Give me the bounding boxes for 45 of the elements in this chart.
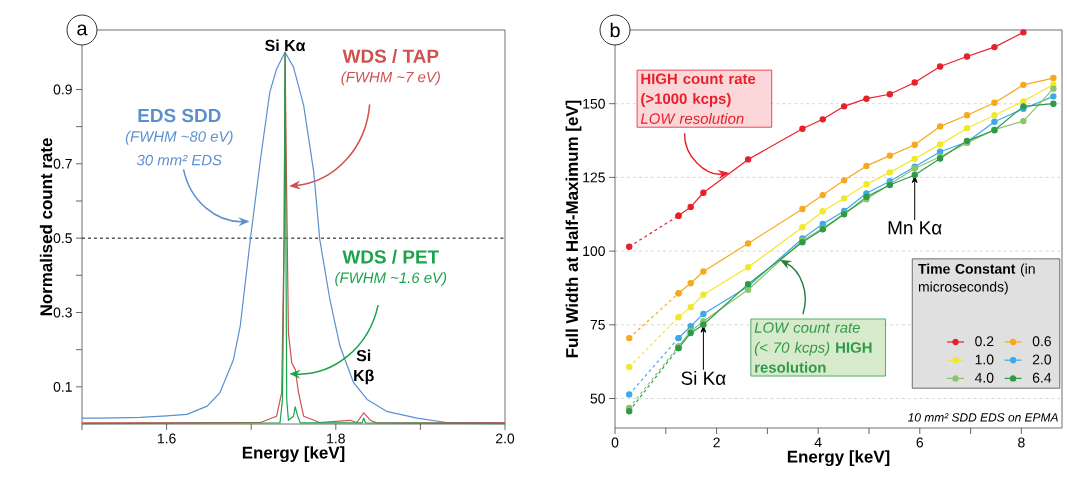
- x-tick-label: 6: [916, 437, 924, 448]
- x-tick-label: 4: [814, 437, 822, 448]
- annotation: (FWHM ~80 eV): [125, 130, 233, 145]
- y-tick-label: 100: [583, 246, 605, 257]
- y-axis-title: Full Width at Half-Maximum [eV]: [565, 100, 582, 358]
- legend-title: Time Constant (in microseconds): [918, 263, 1035, 295]
- legend-label: 0.6: [1032, 336, 1051, 347]
- y-tick-label: 150: [583, 98, 605, 109]
- legend-label: 4.0: [974, 372, 994, 383]
- x-tick-label: 2: [713, 437, 720, 448]
- y-tick-label: 0.7: [53, 158, 72, 169]
- legend-label: 2.0: [1032, 354, 1052, 365]
- legend-label: 6.4: [1032, 372, 1052, 383]
- legend-label: 0.2: [975, 336, 994, 347]
- annotation: LOW count rate (< 70 kcps) HIGH resolution: [754, 322, 872, 373]
- x-tick-label: 8: [1018, 437, 1025, 448]
- y-tick-label: 0.5: [53, 233, 72, 244]
- annotation: (FWHM ~1.6 eV): [335, 272, 447, 286]
- x-axis-title: Energy [keV]: [242, 446, 345, 463]
- y-axis-title: Normalised count rate: [39, 138, 53, 316]
- annotation: (FWHM ~7 eV): [341, 71, 440, 86]
- annotation: Si Kα: [681, 371, 726, 385]
- annotation: HIGH count rate (>1000 kcps) LOW resolution: [640, 73, 756, 124]
- y-tick-label: 0.9: [53, 84, 72, 95]
- annotation: Si Kα: [265, 39, 306, 52]
- text: EDS SDD: [138, 108, 221, 123]
- legend-label: 1.0: [975, 354, 994, 365]
- y-tick-label: 125: [583, 172, 605, 183]
- annotation: a: [77, 24, 88, 36]
- annotation: b: [610, 22, 620, 38]
- annotation: 30 mm² EDS: [136, 154, 222, 166]
- annotation: Si Kβ: [354, 349, 374, 385]
- x-tick-label: 0: [611, 437, 619, 448]
- annotation: Mn Kα: [888, 221, 942, 235]
- y-tick-label: 0.3: [53, 307, 72, 318]
- x-tick-label: 1.6: [157, 433, 176, 444]
- text: WDS / TAP: [342, 48, 439, 64]
- text: WDS / PET: [342, 249, 439, 264]
- y-tick-label: 0.1: [53, 381, 72, 392]
- y-tick-label: 50: [590, 393, 605, 404]
- annotation: 10 mm² SDD EDS on EPMA: [908, 413, 1058, 422]
- x-tick-label: 2.0: [496, 433, 515, 444]
- x-tick-label: 1.8: [327, 433, 345, 444]
- y-tick-label: 75: [590, 319, 605, 330]
- x-axis-title: Energy [keV]: [787, 450, 890, 467]
